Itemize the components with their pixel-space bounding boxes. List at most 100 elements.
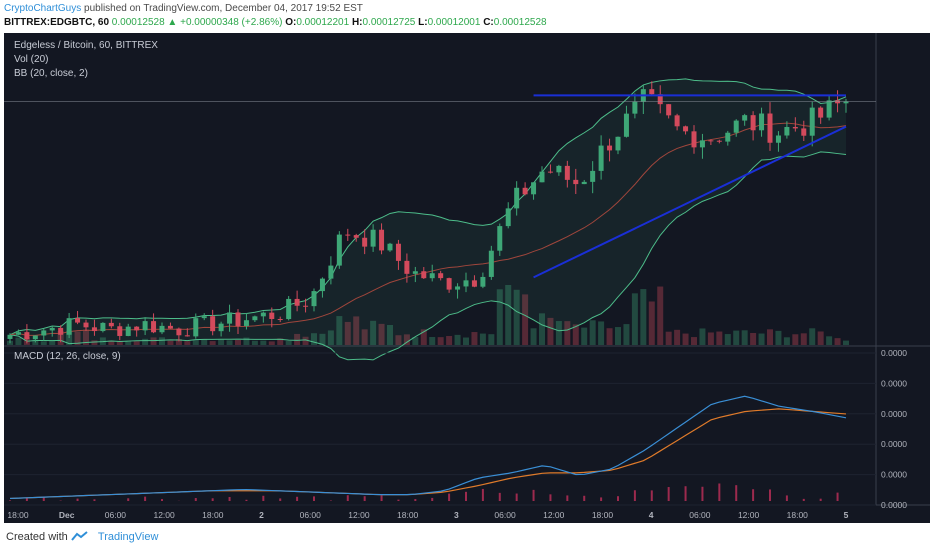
macd-histogram-bar [414, 499, 417, 501]
candle-body [370, 229, 376, 247]
candle-body [277, 318, 283, 320]
candle-body [328, 265, 334, 279]
time-tick-label: 18:00 [202, 510, 224, 520]
bb-fill [10, 78, 846, 360]
volume-bar [91, 340, 98, 345]
last-price: 0.00012528 [111, 17, 165, 28]
volume-bar [665, 331, 672, 345]
candle-body [784, 126, 790, 136]
candle-body [218, 323, 224, 332]
macd-histogram-bar [785, 495, 788, 501]
candle-body [699, 140, 705, 148]
tradingview-logo-icon [71, 530, 91, 543]
legend-pair: Edgeless / Bitcoin, 60, BITTREX [14, 40, 158, 51]
macd-tick-label: 0.0000 [881, 439, 907, 449]
candle-body [649, 89, 655, 95]
volume-bar [589, 320, 596, 345]
volume-bar [513, 289, 520, 345]
candle-body [100, 322, 106, 332]
volume-bar [750, 332, 757, 345]
macd-histogram-bar [363, 496, 366, 501]
candle-body [227, 312, 233, 324]
macd-histogram-bar [532, 489, 535, 501]
up-arrow-icon: ▲ [167, 17, 178, 28]
candle-body [725, 132, 731, 142]
candle-body [193, 318, 199, 337]
candle-body [742, 115, 748, 121]
candle-body [235, 312, 241, 326]
volume-bar [716, 331, 723, 345]
macd-histogram-bar [9, 500, 11, 501]
macd-histogram-bar [279, 498, 282, 501]
time-tick-label: 5 [844, 510, 849, 520]
candle-body [243, 320, 249, 326]
candle-body [480, 276, 486, 287]
volume-bar [826, 336, 833, 345]
volume-bar [344, 321, 351, 345]
volume-bar [15, 337, 22, 345]
candle-body [818, 107, 824, 118]
volume-bar [251, 340, 258, 345]
macd-histogram-bar [498, 492, 501, 501]
low-label: L: [418, 17, 428, 28]
macd-histogram-bar [228, 497, 231, 501]
candle-body [83, 322, 89, 328]
high-label: H: [351, 17, 363, 28]
volume-bar [49, 340, 56, 345]
macd-histogram-bar [650, 490, 653, 501]
candle-body [835, 100, 841, 104]
tradingview-link[interactable]: TradingView [97, 531, 159, 543]
author-link[interactable]: CryptoChartGuys [4, 3, 82, 14]
macd-histogram-bar [76, 498, 79, 501]
candle-body [809, 107, 815, 136]
candle-body [345, 234, 351, 236]
candle-body [32, 335, 38, 340]
volume-bar [361, 329, 368, 345]
candle-body [15, 332, 21, 335]
candle-body [319, 278, 325, 292]
macd-histogram-bar [144, 496, 147, 501]
close-value: 0.00012528 [493, 17, 547, 28]
volume-bar [378, 323, 385, 345]
volume-bar [32, 340, 39, 345]
volume-bar [741, 330, 748, 345]
price-chart[interactable]: 0.000135000.000130000.0001252807:190.000… [4, 33, 930, 523]
macd-histogram-bar [684, 486, 687, 501]
time-tick-label: 3 [454, 510, 459, 520]
volume-bar [572, 324, 579, 345]
volume-bar [302, 336, 309, 345]
volume-bar [598, 321, 605, 345]
macd-tick-label: 0.0000 [881, 500, 907, 510]
candle-body [159, 325, 165, 333]
macd-histogram-bar [245, 499, 248, 501]
volume-bar [758, 333, 765, 345]
candle-body [539, 171, 545, 183]
candle-body [210, 316, 216, 332]
close-label: C: [483, 17, 494, 28]
macd-pane: 0.0000 0.0000 0.0000 0.0000 0.0000 0.0000 [4, 348, 907, 510]
bollinger-bands [9, 78, 847, 361]
candle-body [412, 271, 418, 274]
time-tick-label: 2 [259, 510, 264, 520]
volume-bar [412, 337, 419, 345]
published-text: published on TradingView.com, December 0… [84, 3, 363, 14]
candle-body [125, 326, 131, 336]
volume-bar [201, 339, 208, 345]
low-value: 0.00012001 [427, 17, 481, 28]
volume-bar [809, 328, 816, 345]
chart-panel[interactable]: 0.000135000.000130000.0001252807:190.000… [4, 33, 930, 523]
bb-lower-line [9, 151, 847, 361]
macd-line [9, 395, 847, 500]
macd-histogram-bar [583, 495, 586, 501]
macd-histogram-bar [127, 498, 130, 501]
volume-bar [555, 321, 562, 345]
candle-body [522, 187, 528, 195]
volume-bar [623, 324, 630, 345]
volume-bar [783, 337, 790, 345]
volume-bar [699, 328, 706, 345]
macd-histogram-bar [802, 498, 805, 501]
candle-body [590, 170, 596, 182]
candle-body [792, 126, 798, 129]
candle-body [294, 298, 300, 306]
macd-tick-label: 0.0000 [881, 378, 907, 388]
